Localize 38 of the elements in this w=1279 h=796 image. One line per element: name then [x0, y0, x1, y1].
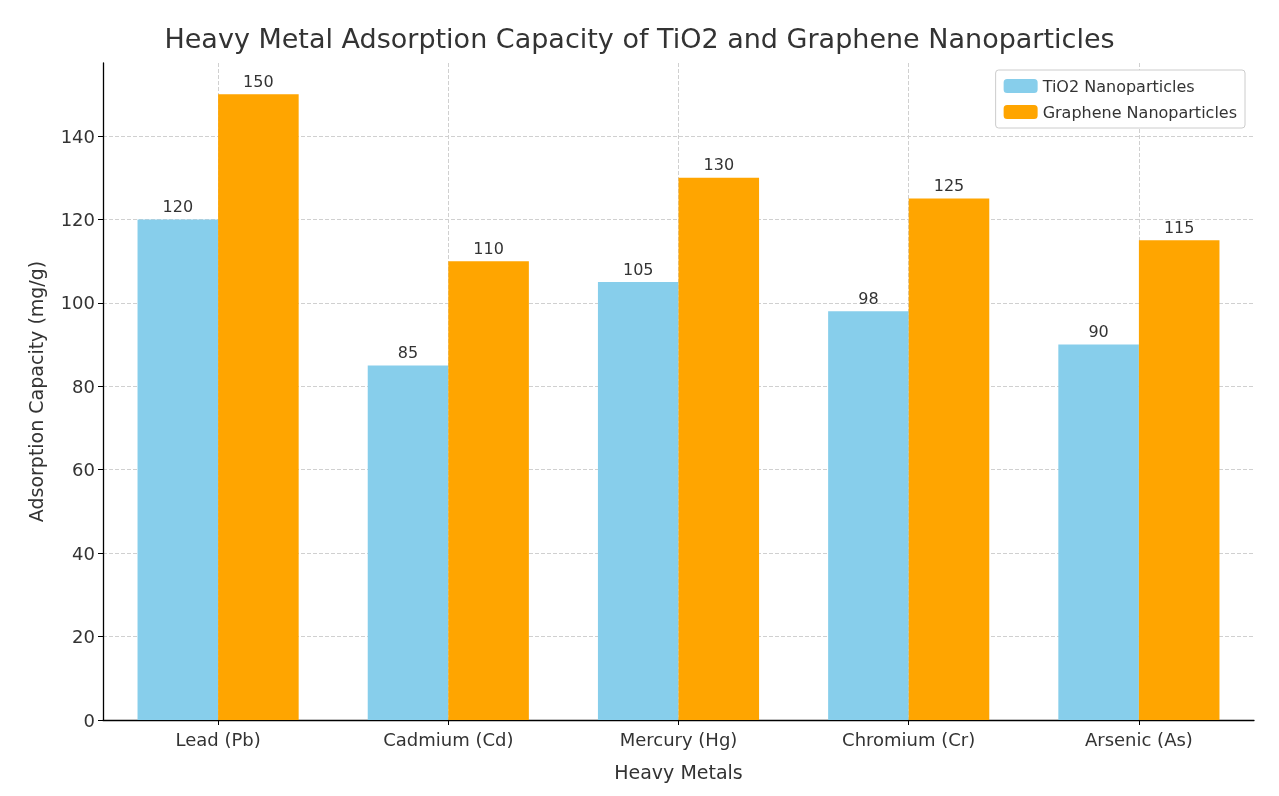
- data-label: 120: [162, 196, 194, 216]
- x-tick-label: Mercury (Hg): [619, 728, 738, 750]
- data-label: 85: [397, 342, 419, 362]
- bar: [367, 365, 449, 720]
- bar: [828, 311, 909, 720]
- bar: [1058, 344, 1139, 720]
- bar: [137, 219, 219, 720]
- data-label: 110: [473, 238, 504, 258]
- chart-title: Heavy Metal Adsorption Capacity of TiO2 and Graphene Nanoparticles: [164, 23, 1115, 54]
- x-axis-title: Heavy Metals: [614, 760, 743, 783]
- bar: [448, 261, 529, 720]
- x-tick-label: Arsenic (As): [1084, 728, 1193, 750]
- bar: [678, 177, 760, 720]
- y-tick-label: 60: [72, 459, 95, 481]
- bar: [908, 198, 990, 720]
- data-label: 105: [622, 259, 654, 279]
- y-tick-label: 40: [72, 542, 95, 564]
- y-tick-label: 80: [72, 375, 95, 397]
- y-tick-label: 120: [60, 208, 95, 230]
- data-label: 130: [703, 155, 735, 175]
- legend-label: TiO2 Nanoparticles: [1041, 76, 1195, 96]
- data-label: 150: [243, 71, 274, 91]
- data-label: 115: [1163, 217, 1195, 237]
- x-tick-label: Lead (Pb): [175, 728, 261, 750]
- y-axis-title: Adsorption Capacity (mg/g): [24, 260, 47, 523]
- bar: [1138, 240, 1220, 720]
- bar: [218, 94, 299, 720]
- y-tick-label: 140: [60, 125, 95, 147]
- data-label: 98: [858, 288, 879, 308]
- y-tick-label: 20: [72, 626, 95, 648]
- x-tick-label: Chromium (Cr): [842, 728, 976, 750]
- y-tick-label: 0: [83, 709, 95, 731]
- x-tick-label: Cadmium (Cd): [383, 728, 514, 750]
- legend-label: Graphene Nanoparticles: [1042, 102, 1237, 122]
- y-tick-label: 100: [60, 292, 95, 314]
- data-label: 125: [933, 176, 965, 196]
- bar: [597, 282, 679, 720]
- data-label: 90: [1088, 322, 1109, 342]
